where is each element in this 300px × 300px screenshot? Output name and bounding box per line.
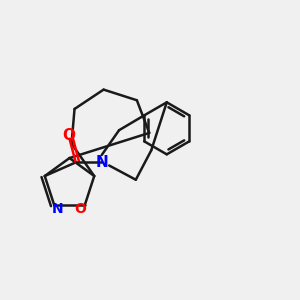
Text: O: O <box>74 202 86 216</box>
Text: N: N <box>95 155 108 170</box>
Text: O: O <box>62 128 75 143</box>
Text: N: N <box>52 202 63 216</box>
